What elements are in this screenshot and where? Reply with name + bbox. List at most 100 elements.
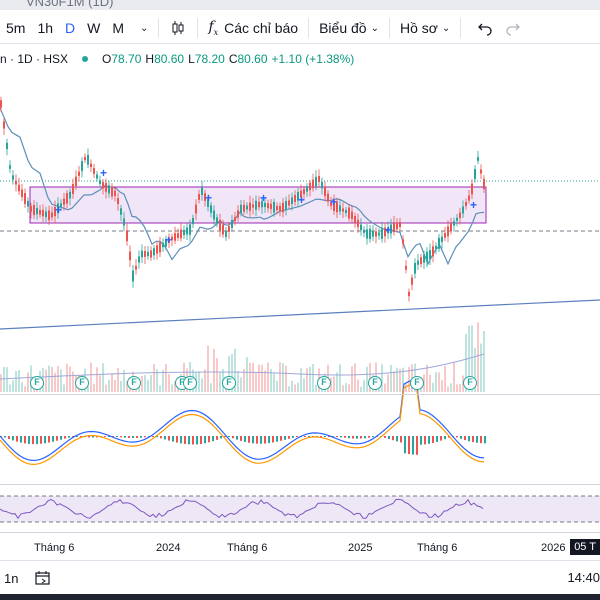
candle-body	[336, 201, 338, 213]
interval-dropdown-button[interactable]: ⌄	[130, 14, 154, 42]
undo-button[interactable]	[471, 14, 499, 42]
indicators-button[interactable]: fx Các chỉ báo	[202, 14, 304, 42]
volume-bar	[207, 345, 209, 392]
pane-divider[interactable]	[0, 484, 600, 485]
price-pane: + + + + + + + + +	[0, 96, 600, 330]
interval-month[interactable]: M	[112, 20, 125, 36]
dividend-event-badge[interactable]: F	[317, 376, 331, 390]
macd-histogram-bar	[288, 436, 290, 439]
pane-divider[interactable]	[0, 532, 600, 533]
macd-histogram-bar	[48, 436, 50, 443]
macd-histogram-bar	[360, 436, 362, 439]
candle-body	[144, 251, 146, 257]
volume-bar	[378, 386, 380, 392]
interval-week[interactable]: W	[87, 20, 101, 36]
dividend-event-badge[interactable]: F	[222, 376, 236, 390]
macd-histogram-bar	[72, 436, 74, 437]
candle-body	[27, 200, 29, 207]
volume-bar	[228, 355, 230, 392]
time-label: Tháng 6	[34, 542, 75, 554]
interval-1h[interactable]: 1h	[37, 20, 54, 36]
macd-histogram-bar	[260, 436, 262, 444]
candle-body	[351, 211, 353, 220]
volume-bar	[27, 372, 29, 392]
dividend-event-badge[interactable]: F	[463, 376, 477, 390]
candle-body	[432, 246, 434, 257]
dividend-event-badge[interactable]: F	[75, 376, 89, 390]
volume-bar	[24, 386, 26, 392]
top-toolbar: VN30F1M (1D) 5m 1h D W M ⌄ fx Các chỉ bá…	[0, 0, 600, 44]
volume-bar	[219, 372, 221, 392]
candle-body	[171, 236, 173, 241]
candle-body	[138, 256, 140, 263]
volume-bar	[444, 365, 446, 392]
dividend-event-badge[interactable]: F	[410, 376, 424, 390]
volume-bar	[201, 378, 203, 392]
dividend-event-badge[interactable]: F	[183, 376, 197, 390]
candle-body	[210, 205, 212, 213]
candle-body	[204, 193, 206, 201]
candle-body	[189, 224, 191, 235]
candle-style-button[interactable]	[163, 14, 193, 42]
candle-body	[456, 217, 458, 221]
candle-body	[327, 193, 329, 202]
time-axis[interactable]: Tháng 6 2024 Tháng 6 2025 Tháng 6 2026 0…	[0, 538, 600, 558]
dividend-event-badge[interactable]: F	[127, 376, 141, 390]
volume-bar	[339, 364, 341, 392]
candle-body	[57, 203, 59, 214]
clock-display: 14:40	[567, 570, 600, 585]
macd-histogram-bar	[328, 436, 330, 437]
candle-body	[423, 254, 425, 263]
volume-bar	[399, 368, 401, 392]
volume-bar	[312, 364, 314, 392]
toolbar-divider	[388, 18, 390, 38]
volume-bar	[447, 386, 449, 392]
volume-bar	[111, 373, 113, 392]
macd-histogram-bar	[276, 436, 278, 442]
pane-divider[interactable]	[0, 394, 600, 395]
macd-histogram-bar	[436, 436, 438, 442]
chart-type-button[interactable]: Biểu đồ ⌄	[313, 14, 385, 42]
dividend-event-badge[interactable]: F	[368, 376, 382, 390]
price-chart[interactable]: + + + + + + + + +	[0, 44, 600, 538]
redo-button[interactable]	[499, 14, 527, 42]
volume-bar	[168, 373, 170, 392]
macd-histogram-bar	[412, 436, 414, 455]
range-1d-button[interactable]: 1n	[4, 570, 19, 586]
candle-body	[30, 206, 32, 212]
macd-histogram-bar	[420, 436, 422, 445]
interval-5m[interactable]: 5m	[6, 20, 26, 36]
candle-body	[24, 193, 26, 204]
volume-bar	[0, 374, 2, 392]
volume-bar	[315, 384, 317, 392]
interval-day[interactable]: D	[65, 20, 76, 36]
buy-signal-marker: +	[385, 223, 392, 237]
candle-body	[447, 226, 449, 237]
calendar-range-icon[interactable]	[34, 570, 52, 586]
profile-button[interactable]: Hồ sơ ⌄	[394, 14, 456, 42]
dividend-event-badge[interactable]: F	[30, 376, 44, 390]
candle-body	[153, 248, 155, 256]
volume-bar	[54, 372, 56, 392]
macd-histogram-bar	[204, 436, 206, 444]
candle-body	[297, 191, 299, 201]
volume-bar	[156, 369, 158, 392]
candle-body	[237, 210, 239, 218]
candle-body	[357, 219, 359, 228]
volume-bar	[87, 386, 89, 392]
macd-histogram-bar	[408, 436, 410, 455]
volume-bar	[261, 364, 263, 392]
volume-bar	[381, 364, 383, 392]
candle-body	[309, 182, 311, 191]
volume-bar	[6, 367, 8, 392]
volume-bar	[390, 364, 392, 392]
macd-histogram-bar	[160, 436, 162, 439]
candle-body	[105, 182, 107, 192]
symbol-label[interactable]: n · 1D · HSX	[0, 52, 69, 66]
ohlc-legend: n · 1D · HSX O 78.70 H 80.60 L 78.20 C 80.60…	[0, 52, 354, 66]
candle-body	[420, 257, 422, 265]
volume-bar	[363, 380, 365, 392]
candle-body	[264, 202, 266, 208]
volume-bar	[432, 382, 434, 392]
volume-bar	[69, 366, 71, 392]
